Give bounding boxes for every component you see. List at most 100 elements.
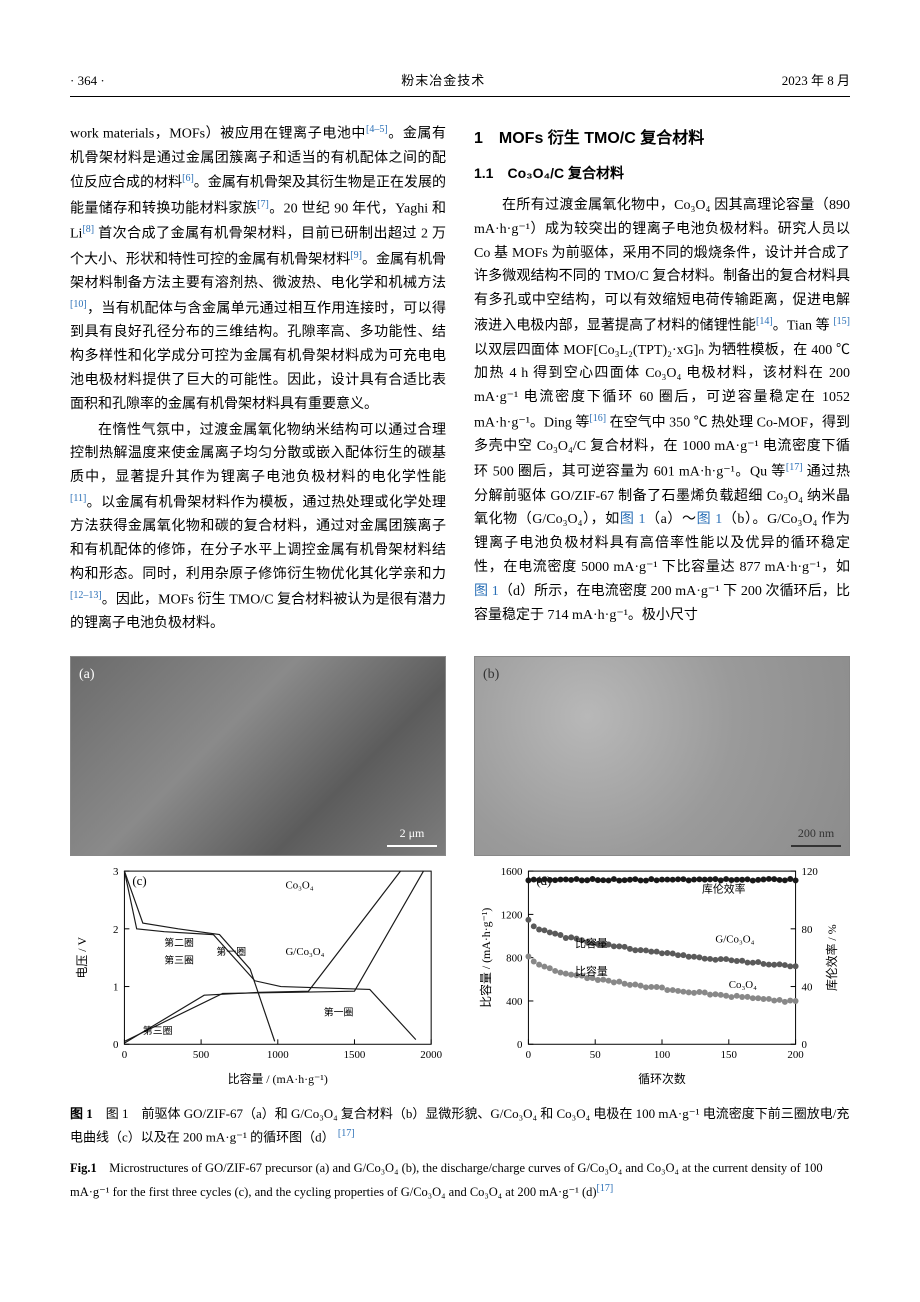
- section-1-1-heading: 1.1 Co₃O₄/C 复合材料: [474, 162, 850, 186]
- figure-1c: 0 500 1000 1500 2000 0 1 2 3 比容量 / (mA·h·g⁻¹) 电压 /…: [70, 860, 446, 1090]
- tem-micrograph: (b) 200 nm: [474, 656, 850, 856]
- scale-text: 200 nm: [798, 823, 834, 843]
- svg-text:1500: 1500: [344, 1049, 366, 1061]
- scale-text: 2 μm: [400, 823, 425, 843]
- panel-label-b: (b): [483, 663, 499, 687]
- svg-text:120: 120: [802, 866, 819, 878]
- svg-text:第一圈: 第一圈: [216, 945, 246, 958]
- citation-7[interactable]: [7]: [257, 199, 269, 210]
- scale-line-icon: [791, 845, 841, 847]
- right-column: 1 MOFs 衍生 TMO/C 复合材料 1.1 Co₃O₄/C 复合材料 在所…: [474, 121, 850, 638]
- text: 。Tian 等: [773, 319, 834, 334]
- svg-text:2: 2: [113, 924, 118, 936]
- svg-text:第三圈: 第三圈: [143, 1024, 173, 1037]
- fig-link-1d[interactable]: 图 1: [474, 584, 499, 599]
- svg-text:800: 800: [506, 953, 523, 965]
- text: 。以金属有机骨架材料作为模板，通过热处理或化学处理方法获得金属氧化物和碳的复合材…: [70, 496, 446, 582]
- figure-1a: (a) 2 μm: [70, 656, 446, 856]
- figure-label-cn: 图 1: [70, 1106, 93, 1121]
- page-number: · 364 ·: [70, 70, 105, 92]
- figure-1-images: (a) 2 μm (b) 200 nm: [70, 656, 850, 856]
- text: 在惰性气氛中，过渡金属氧化物纳米结构可以通过合理控制热解温度来使金属离子均匀分散…: [70, 423, 446, 486]
- page-header: · 364 · 粉末冶金技术 2023 年 8 月: [70, 70, 850, 97]
- svg-text:1: 1: [113, 982, 118, 994]
- svg-text:0: 0: [802, 1039, 808, 1051]
- text: work materials，MOFs）被应用在锂离子电池中: [70, 127, 366, 142]
- citation-6[interactable]: [6]: [182, 173, 194, 184]
- svg-text:50: 50: [590, 1049, 601, 1061]
- chart-c-svg: 0 500 1000 1500 2000 0 1 2 3 比容量 / (mA·h·g⁻¹) 电压 /…: [70, 860, 446, 1090]
- scale-line-icon: [387, 845, 437, 847]
- sem-micrograph: (a) 2 μm: [70, 656, 446, 856]
- caption-text-en: Microstructures of GO/ZIF-67 precursor (…: [70, 1161, 823, 1199]
- citation-14[interactable]: [14]: [756, 316, 773, 327]
- svg-text:0: 0: [122, 1049, 128, 1061]
- scale-bar-a: 2 μm: [387, 823, 437, 847]
- body-columns: work materials，MOFs）被应用在锂离子电池中[4–5]。金属有机…: [70, 121, 850, 638]
- svg-text:80: 80: [802, 924, 813, 936]
- figure-1b: (b) 200 nm: [474, 656, 850, 856]
- cycling-chart: 05010015020004008001200160004080120循环次数比…: [474, 860, 850, 1090]
- figure-label-en: Fig.1: [70, 1161, 97, 1175]
- svg-text:比容量 / (mA·h·g⁻¹): 比容量 / (mA·h·g⁻¹): [479, 908, 493, 1008]
- svg-text:400: 400: [506, 996, 523, 1008]
- text: （d）所示，在电流密度 200 mA·g⁻¹ 下 200 次循环后，比容量稳定于…: [474, 584, 850, 623]
- svg-text:0: 0: [113, 1039, 119, 1051]
- left-column: work materials，MOFs）被应用在锂离子电池中[4–5]。金属有机…: [70, 121, 446, 638]
- svg-text:1200: 1200: [501, 909, 523, 921]
- svg-text:G/Co₃O₄: G/Co₃O₄: [285, 946, 324, 958]
- citation-16[interactable]: [16]: [589, 413, 606, 424]
- citation-12-13[interactable]: [12–13]: [70, 590, 102, 601]
- svg-text:2000: 2000: [420, 1049, 442, 1061]
- figure-1d: 05010015020004008001200160004080120循环次数比…: [474, 860, 850, 1090]
- fig-link-1b[interactable]: 图 1: [697, 512, 723, 527]
- figure-1-charts: 05001000150020000123比容量 / (mA·h·g⁻¹)电压 /…: [70, 860, 850, 1090]
- svg-text:0: 0: [526, 1049, 532, 1061]
- svg-text:库伦效率: 库伦效率: [702, 882, 746, 896]
- citation-8[interactable]: [8]: [82, 224, 94, 235]
- citation-11[interactable]: [11]: [70, 493, 86, 504]
- para-1: work materials，MOFs）被应用在锂离子电池中[4–5]。金属有机…: [70, 121, 446, 417]
- figure-1: (a) 2 μm (b) 200 nm 05001000150: [70, 656, 850, 1203]
- svg-text:100: 100: [654, 1049, 671, 1061]
- figure-1-caption-en: Fig.1 Microstructures of GO/ZIF-67 precu…: [70, 1157, 850, 1203]
- svg-text:500: 500: [193, 1049, 210, 1061]
- figure-1-caption-cn: 图 1 图 1 前驱体 GO/ZIF-67（a）和 G/Co₃O₄ 复合材料（b…: [70, 1102, 850, 1149]
- citation-17[interactable]: [17]: [786, 462, 803, 473]
- svg-text:库伦效率 / %: 库伦效率 / %: [825, 924, 839, 991]
- svg-text:(c): (c): [132, 874, 146, 888]
- svg-text:150: 150: [721, 1049, 738, 1061]
- chart-d-svg: 05010015020004008001200160004080120循环次数比…: [474, 860, 850, 1090]
- fig-link-1a[interactable]: 图 1: [620, 512, 646, 527]
- caption-text: 图 1 前驱体 GO/ZIF-67（a）和 G/Co₃O₄ 复合材料（b）显微形…: [70, 1106, 849, 1145]
- svg-text:电压 / V: 电压 / V: [75, 937, 89, 979]
- svg-text:第二圈: 第二圈: [164, 936, 194, 949]
- citation-10[interactable]: [10]: [70, 299, 87, 310]
- svg-text:第一圈: 第一圈: [324, 1005, 354, 1018]
- svg-text:0: 0: [517, 1039, 523, 1051]
- svg-text:40: 40: [802, 982, 813, 994]
- section-1-heading: 1 MOFs 衍生 TMO/C 复合材料: [474, 125, 850, 152]
- svg-text:Co₃O₄: Co₃O₄: [285, 879, 313, 891]
- scale-bar-b: 200 nm: [791, 823, 841, 847]
- citation-9[interactable]: [9]: [350, 250, 362, 261]
- citation-4-5[interactable]: [4–5]: [366, 124, 388, 135]
- text: ，当有机配体与含金属单元通过相互作用连接时，可以得到具有良好孔径分布的三维结构。…: [70, 302, 446, 412]
- svg-text:循环次数: 循环次数: [638, 1072, 686, 1086]
- text: （a）～: [645, 512, 696, 527]
- svg-text:1600: 1600: [501, 866, 523, 878]
- text: 。因此，MOFs 衍生 TMO/C 复合材料被认为是很有潜力的锂离子电池负极材料…: [70, 592, 446, 631]
- svg-text:比容量 / (mA·h·g⁻¹): 比容量 / (mA·h·g⁻¹): [228, 1072, 328, 1086]
- svg-text:3: 3: [113, 866, 119, 878]
- voltage-capacity-chart: 0 500 1000 1500 2000 0 1 2 3 比容量 / (mA·h·g⁻¹) 电压 /…: [70, 860, 446, 1090]
- text: 在所有过渡金属氧化物中，Co₃O₄ 因其高理论容量（890 mA·h·g⁻¹）成…: [474, 198, 850, 334]
- citation-15[interactable]: [15]: [833, 316, 850, 327]
- journal-title: 粉末冶金技术: [401, 70, 485, 92]
- svg-text:第三圈: 第三圈: [164, 954, 194, 967]
- citation-17-en[interactable]: [17]: [597, 1183, 614, 1194]
- para-3: 在所有过渡金属氧化物中，Co₃O₄ 因其高理论容量（890 mA·h·g⁻¹）成…: [474, 194, 850, 627]
- svg-text:比容量: 比容量: [575, 936, 608, 950]
- citation-17-cn[interactable]: [17]: [338, 1128, 355, 1139]
- para-2: 在惰性气氛中，过渡金属氧化物纳米结构可以通过合理控制热解温度来使金属离子均匀分散…: [70, 419, 446, 636]
- svg-text:1000: 1000: [267, 1049, 289, 1061]
